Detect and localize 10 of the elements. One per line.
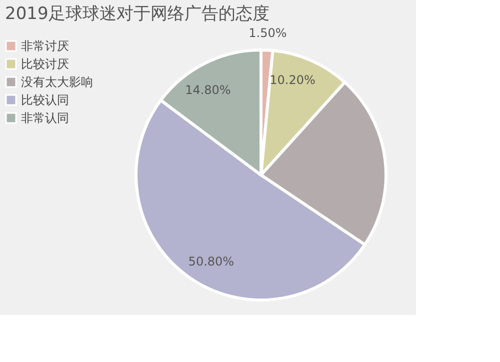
chart-title: 2019足球球迷对于网络广告的态度 (5, 4, 270, 24)
legend-label: 非常讨厌 (21, 39, 69, 53)
data-label: 1.50% (248, 26, 287, 40)
legend-label: 没有太大影响 (21, 75, 93, 89)
data-label: 14.80% (185, 83, 231, 98)
legend-label: 比较认同 (21, 93, 69, 107)
data-label: 50.80% (188, 254, 234, 269)
legend-label: 非常认同 (21, 111, 69, 125)
data-label: 10.20% (270, 73, 316, 88)
legend-label: 比较讨厌 (21, 57, 69, 71)
